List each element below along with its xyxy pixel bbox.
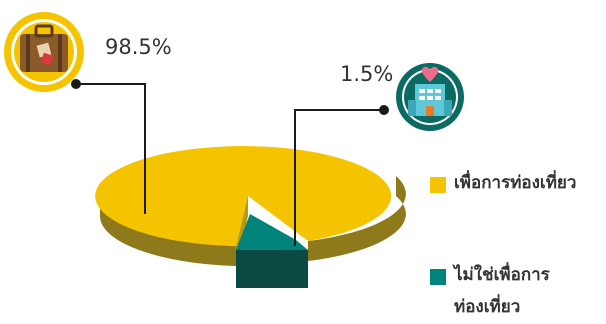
pie-slice-other-side <box>236 250 308 288</box>
legend-label-other-line2: ท่องเที่ยว <box>454 297 521 317</box>
legend-item-other: ไม่ใช่เพื่อการ ท่องเที่ยว <box>430 264 604 323</box>
hotel-icon <box>396 63 464 131</box>
leader-line-other <box>294 109 384 246</box>
leader-dot-travel <box>71 79 81 89</box>
legend-swatch-travel <box>430 177 446 193</box>
data-label-travel: 98.5% <box>105 35 172 59</box>
pie-slice-other <box>236 214 308 250</box>
pie-slice-travel-side <box>99 196 236 266</box>
leader-line-travel <box>76 83 146 214</box>
legend-swatch-other <box>430 269 446 285</box>
legend-label-travel: เพื่อการท่องเที่ยว <box>454 173 577 193</box>
pie-slice-travel-side-right <box>308 176 406 261</box>
data-label-other: 1.5% <box>340 62 394 86</box>
legend-label-other-line1: ไม่ใช่เพื่อการ <box>454 265 550 285</box>
suitcase-icon <box>4 12 84 92</box>
pie-slice-travel <box>95 146 392 246</box>
legend-label-other: ไม่ใช่เพื่อการ ท่องเที่ยว <box>454 259 604 323</box>
legend-item-travel: เพื่อการท่องเที่ยว <box>430 172 576 199</box>
leader-dot-other <box>379 105 389 115</box>
